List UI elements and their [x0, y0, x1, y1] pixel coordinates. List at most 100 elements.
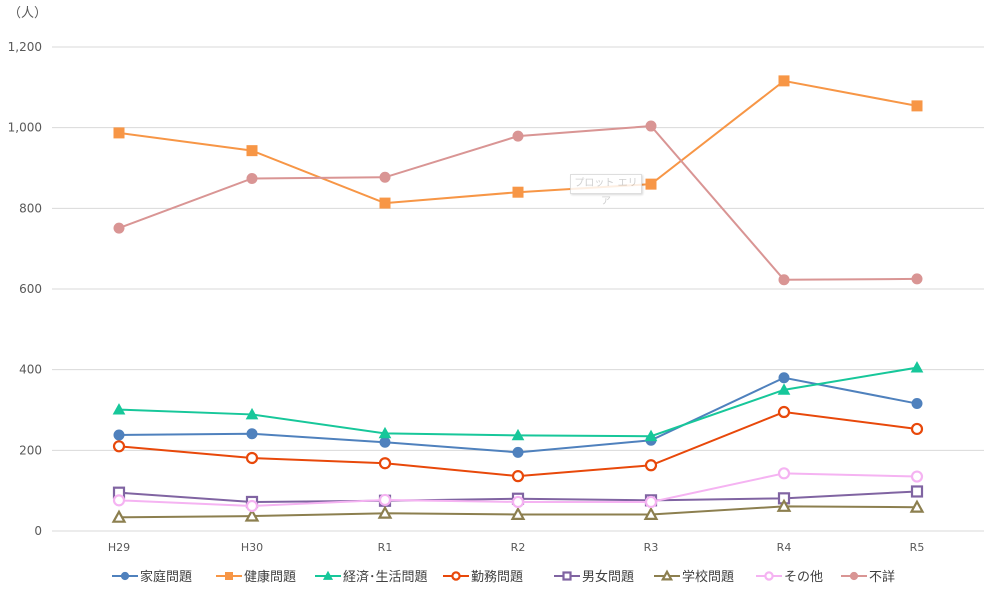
x-axis-ticks: H29 H30 R1 R2 R3 R4 R5 [108, 541, 924, 554]
marker-square [225, 572, 233, 580]
marker-circle [512, 446, 524, 458]
marker-circle [113, 429, 125, 441]
y-tick-label: 1,000 [8, 121, 42, 135]
legend-label: 不詳 [869, 569, 895, 585]
marker-circle [911, 398, 923, 410]
marker-triangle [511, 428, 525, 441]
marker-triangle [378, 426, 392, 439]
x-tick-label: R3 [644, 541, 659, 554]
marker-circle [645, 120, 657, 132]
series-group [111, 75, 925, 523]
marker-square-open [562, 571, 572, 581]
marker-circle [849, 571, 859, 581]
legend-item: 男女問題 [554, 569, 634, 585]
plot-area-tooltip: プロット エリア [570, 174, 642, 207]
marker-circle-open [910, 470, 924, 483]
legend-label: 男女問題 [582, 569, 634, 585]
series-5 [111, 498, 925, 523]
legend-item: その他 [756, 570, 823, 585]
legend-label: 健康問題 [244, 569, 296, 585]
series-line [118, 366, 918, 438]
marker-square [778, 75, 790, 87]
marker-circle [379, 436, 391, 448]
gridlines [52, 46, 984, 532]
marker-square-open [910, 485, 924, 498]
marker-square [645, 178, 657, 190]
legend-label: 家庭問題 [140, 569, 192, 585]
marker-triangle-open [244, 508, 260, 522]
marker-circle-open [644, 459, 658, 472]
legend-item: 家庭問題 [112, 569, 192, 585]
marker-triangle [112, 403, 126, 415]
marker-circle-open [378, 493, 392, 507]
series-line [118, 79, 918, 205]
legend-item: 健康問題 [216, 569, 296, 585]
marker-square [911, 100, 923, 112]
x-tick-label: R4 [777, 541, 792, 554]
marker-triangle-open [510, 506, 526, 520]
y-tick-label: 600 [19, 282, 42, 296]
marker-triangle-open [776, 498, 792, 512]
series-2 [112, 361, 924, 442]
marker-triangle-open [377, 505, 393, 519]
marker-square [512, 186, 524, 198]
legend-label: 学校問題 [682, 569, 734, 585]
series-7 [113, 120, 923, 286]
series-0 [113, 372, 923, 458]
legend: 家庭問題 健康問題 経済･生活問題 勤務問題 男女問題 学校問題 その他 不詳 [112, 569, 895, 585]
marker-triangle [322, 570, 334, 580]
series-1 [113, 75, 923, 209]
marker-circle [778, 372, 790, 384]
legend-item: 勤務問題 [443, 570, 523, 585]
marker-circle-open [378, 457, 392, 470]
marker-circle-open [245, 451, 259, 465]
legend-label: 経済･生活問題 [343, 569, 428, 585]
marker-circle [120, 571, 130, 581]
marker-circle [246, 172, 258, 184]
x-tick-label: H30 [241, 541, 263, 554]
y-tick-label: 400 [19, 363, 42, 377]
marker-circle [911, 273, 923, 285]
marker-circle [778, 274, 790, 286]
series-6 [112, 467, 924, 513]
marker-circle-open [910, 422, 924, 436]
marker-circle-open [112, 440, 126, 453]
marker-triangle-open [111, 509, 127, 523]
marker-circle-open [451, 571, 461, 581]
marker-circle-open [112, 494, 126, 507]
series-3 [112, 405, 924, 483]
marker-square [113, 127, 125, 139]
x-tick-label: R1 [378, 541, 393, 554]
marker-triangle-open [643, 506, 659, 520]
y-tick-label: 1,200 [8, 40, 42, 54]
marker-circle [512, 130, 524, 142]
legend-label: 勤務問題 [471, 570, 523, 585]
y-tick-label: 0 [34, 524, 42, 538]
marker-square [379, 197, 391, 209]
series-line [118, 376, 918, 454]
x-tick-label: H29 [108, 541, 130, 554]
y-unit-label: （人） [8, 6, 47, 21]
y-tick-label: 200 [19, 443, 42, 457]
marker-circle-open [777, 405, 791, 419]
x-tick-label: R5 [910, 541, 925, 554]
marker-triangle-open [909, 499, 925, 513]
marker-circle-open [644, 495, 658, 509]
marker-circle-open [245, 499, 259, 513]
marker-triangle [910, 361, 924, 373]
marker-square [246, 145, 258, 157]
x-tick-label: R2 [511, 541, 526, 554]
y-axis-ticks: 0 200 400 600 800 1,000 1,200 [8, 40, 42, 538]
marker-circle-open [511, 495, 525, 509]
marker-circle [246, 428, 258, 440]
legend-item: 不詳 [841, 569, 895, 585]
marker-circle-open [511, 470, 525, 483]
marker-triangle [644, 429, 658, 442]
marker-circle [379, 171, 391, 183]
y-tick-label: 800 [19, 201, 42, 215]
legend-item: 経済･生活問題 [315, 569, 428, 585]
marker-triangle [777, 383, 791, 395]
marker-circle-open [777, 467, 791, 480]
marker-triangle-open [660, 569, 674, 581]
marker-triangle [245, 407, 259, 420]
